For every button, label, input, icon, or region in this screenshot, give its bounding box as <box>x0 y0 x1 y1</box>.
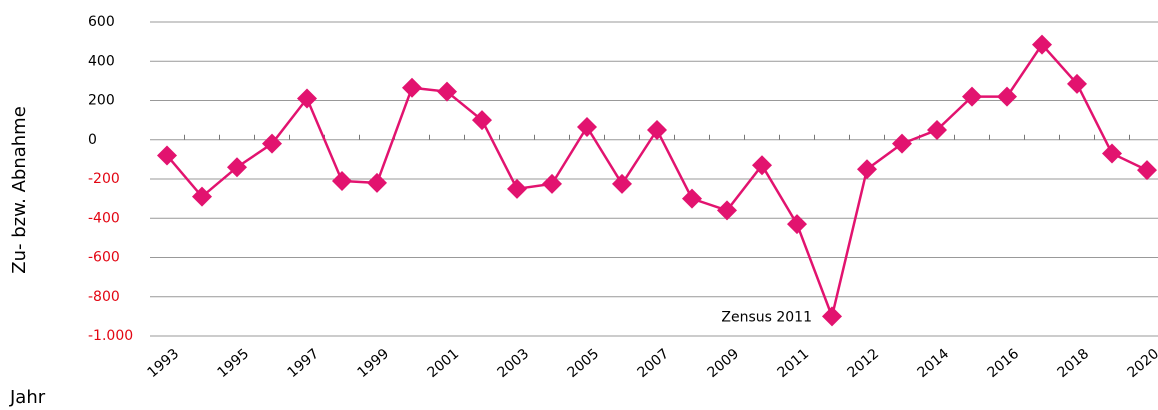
point <box>472 110 492 131</box>
point <box>717 200 737 221</box>
point <box>157 145 177 166</box>
point <box>1032 34 1052 55</box>
x-tick-label: 2016 <box>985 346 1023 381</box>
x-tick-label: 2014 <box>915 346 953 381</box>
point <box>787 214 807 235</box>
point <box>262 133 282 154</box>
point <box>752 155 772 176</box>
line <box>166 42 1148 321</box>
point <box>1067 73 1087 94</box>
x-axis-label: Jahr <box>9 387 46 408</box>
x-tick-label: 2001 <box>425 346 463 381</box>
x-tick-label: 2007 <box>635 346 673 381</box>
y-tick-label: 200 <box>88 93 115 109</box>
x-tick-label: 1999 <box>355 346 393 381</box>
annotation: Zensus 2011 <box>721 309 812 325</box>
point <box>192 186 212 207</box>
point <box>1102 143 1122 164</box>
y-axis-label: Zu- bzw. Abnahme <box>9 106 30 274</box>
x-tick-label: 2018 <box>1055 346 1093 381</box>
y-tick-label: -400 <box>88 210 120 226</box>
point <box>542 173 562 194</box>
point <box>647 119 667 140</box>
point <box>682 188 702 209</box>
point <box>612 173 632 194</box>
point <box>997 86 1017 107</box>
x-tick-label: 2005 <box>565 346 603 381</box>
x-tick-label: 2003 <box>495 346 533 381</box>
y-tick-label: 0 <box>88 132 97 148</box>
point <box>857 159 877 180</box>
x-tick-label: 2009 <box>705 346 743 381</box>
x-tick-label: 2012 <box>845 346 883 381</box>
point <box>577 116 597 137</box>
y-tick-label: -600 <box>88 250 120 266</box>
x-tick-label: 2011 <box>775 346 813 381</box>
y-tick-label: -200 <box>88 171 120 187</box>
y-tick-label: 600 <box>88 14 115 30</box>
x-tick-label: 1995 <box>215 346 253 381</box>
y-tick-label: -1.000 <box>88 328 133 344</box>
point <box>227 157 247 178</box>
point <box>332 170 352 191</box>
point <box>297 88 317 109</box>
x-tick-label: 1997 <box>285 346 323 381</box>
point <box>927 119 947 140</box>
point <box>507 178 527 199</box>
point <box>367 172 387 193</box>
point <box>437 81 457 102</box>
x-tick-label: 1993 <box>145 346 183 381</box>
point <box>822 306 842 327</box>
y-tick-label: -800 <box>88 289 120 305</box>
point <box>402 77 422 98</box>
x-tick-label: 2020 <box>1125 346 1158 381</box>
point <box>1137 160 1157 181</box>
point <box>892 133 912 154</box>
point <box>962 86 982 107</box>
y-tick-label: 400 <box>88 53 115 69</box>
